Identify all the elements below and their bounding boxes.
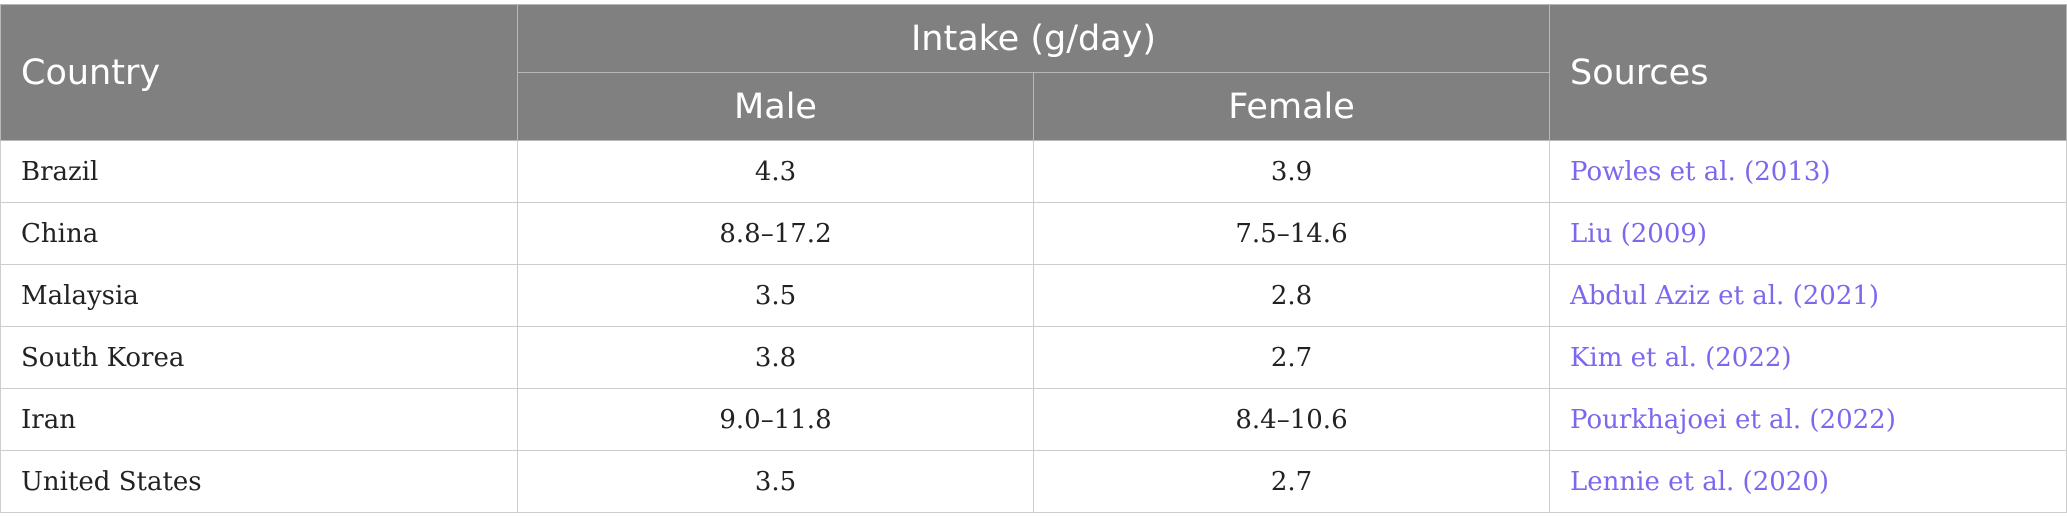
female-intake-cell: 2.7 [1033,450,1550,513]
header-country: Country [0,4,518,141]
table-row: Brazil 4.3 3.9 Powles et al. (2013) [0,140,2067,203]
table-row: Iran 9.0–11.8 8.4–10.6 Pourkhajoei et al… [0,388,2067,451]
header-female: Female [1033,72,1550,141]
male-intake-cell: 3.5 [517,450,1034,513]
header-sources: Sources [1549,4,2067,141]
table-row: South Korea 3.8 2.7 Kim et al. (2022) [0,326,2067,389]
male-intake-cell: 9.0–11.8 [517,388,1034,451]
table-row: Malaysia 3.5 2.8 Abdul Aziz et al. (2021… [0,264,2067,327]
male-intake-cell: 4.3 [517,140,1034,203]
header-male: Male [517,72,1034,141]
country-cell: United States [0,450,518,513]
table-row: China 8.8–17.2 7.5–14.6 Liu (2009) [0,202,2067,265]
header-intake-group: Intake (g/day) [517,4,1550,73]
source-link[interactable]: Kim et al. (2022) [1549,326,2067,389]
source-link[interactable]: Powles et al. (2013) [1549,140,2067,203]
table-body: Brazil 4.3 3.9 Powles et al. (2013) Chin… [0,140,2067,513]
female-intake-cell: 8.4–10.6 [1033,388,1550,451]
country-cell: South Korea [0,326,518,389]
country-cell: Iran [0,388,518,451]
table-row: United States 3.5 2.7 Lennie et al. (202… [0,450,2067,513]
source-link[interactable]: Lennie et al. (2020) [1549,450,2067,513]
country-cell: Malaysia [0,264,518,327]
intake-table: Country Intake (g/day) Sources Male Fema… [0,4,2067,513]
female-intake-cell: 3.9 [1033,140,1550,203]
male-intake-cell: 3.8 [517,326,1034,389]
male-intake-cell: 3.5 [517,264,1034,327]
country-cell: Brazil [0,140,518,203]
male-intake-cell: 8.8–17.2 [517,202,1034,265]
female-intake-cell: 2.7 [1033,326,1550,389]
source-link[interactable]: Liu (2009) [1549,202,2067,265]
source-link[interactable]: Abdul Aziz et al. (2021) [1549,264,2067,327]
country-cell: China [0,202,518,265]
female-intake-cell: 2.8 [1033,264,1550,327]
source-link[interactable]: Pourkhajoei et al. (2022) [1549,388,2067,451]
female-intake-cell: 7.5–14.6 [1033,202,1550,265]
table-header: Country Intake (g/day) Sources Male Fema… [0,4,2067,141]
